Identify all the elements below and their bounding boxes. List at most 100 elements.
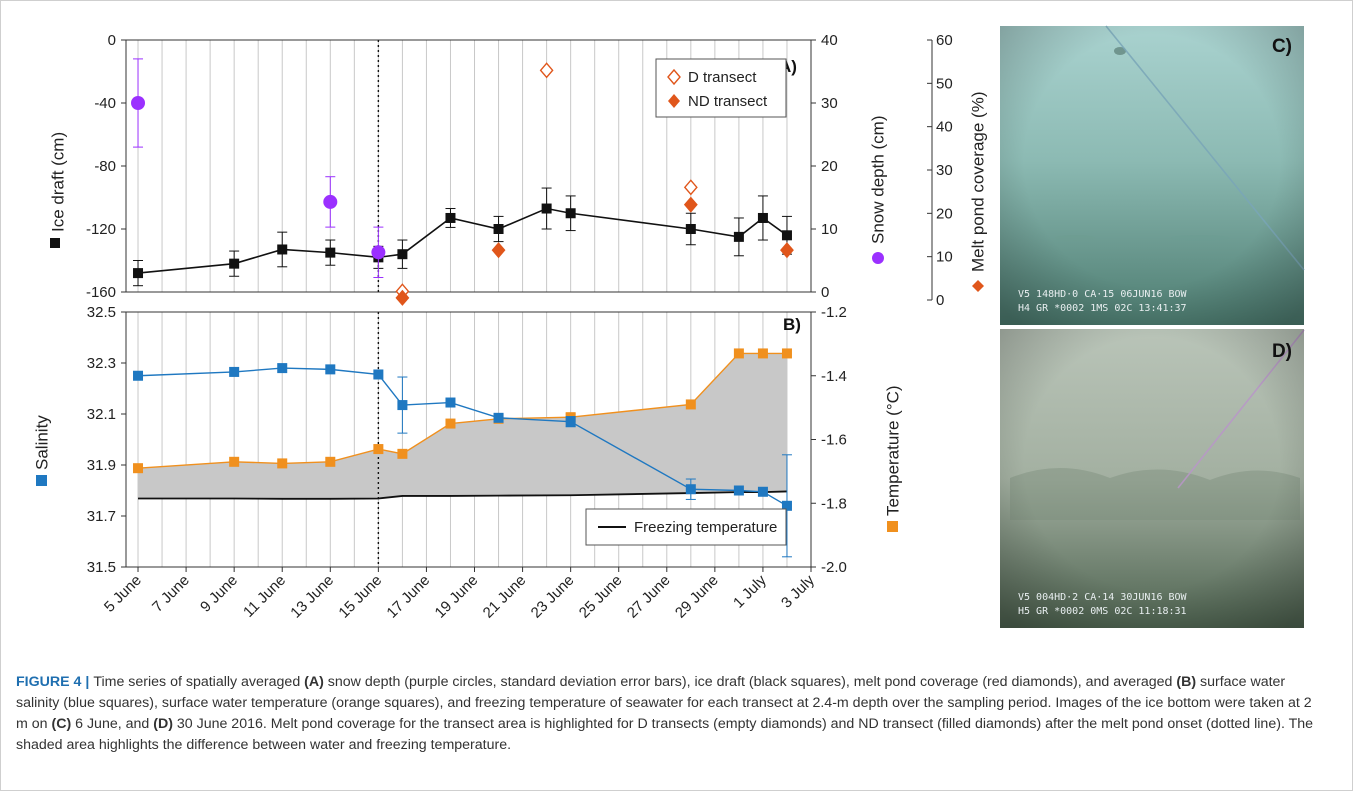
date-tick-label: 9 June [197,572,241,616]
ice-draft-point [133,268,144,279]
date-tick-label: 25 June [576,572,626,622]
salinity-tick-label: 32.5 [87,304,116,321]
salinity-point [445,397,456,408]
black-square-marker-icon [50,238,60,248]
panel-a-series [131,58,794,306]
caption-panel-ref: (A) [304,674,324,690]
caption-text: snow depth (purple circles, standard dev… [323,674,1177,690]
d-transect-point [683,179,698,196]
caption-panel-ref: (D) [153,716,173,732]
temperature-tick-label: -1.8 [821,495,847,512]
date-tick-label: 5 June [101,572,145,616]
salinity-tick-label: 31.7 [87,508,116,525]
salinity-point [685,484,696,495]
snow-depth-tick-label: 20 [821,158,838,175]
salinity-point [565,416,576,427]
snow-depth-axis-ticks: 0 10 20 30 40 [811,32,838,301]
panel-a-legend: D transect ND transect [655,58,787,118]
legend-d-transect: D transect [688,69,757,86]
snow-depth-tick-label: 10 [821,221,838,238]
snow-depth-point [371,245,386,260]
date-tick-label: 27 June [624,572,674,622]
caption-text: Time series of spatially averaged [93,674,305,690]
ice-draft-axis-ticks: 0 -40 -80 -120 -160 [86,32,126,301]
blue-square-marker-icon [36,475,47,486]
nd-transect-point [395,289,410,306]
snow-depth-tick-label: 40 [821,32,838,49]
ice-draft-point [565,208,576,219]
ice-draft-point [397,249,408,260]
ice-draft-tick-label: -120 [86,221,116,238]
water-temperature-point [133,463,144,474]
ice-draft-axis-title: Ice draft (cm) [48,132,67,248]
photo-d: D) V5 004HD·2 CA·14 30JUN16 BOW H5 GR *0… [1000,329,1305,628]
salinity-axis-title: Salinity [32,415,51,486]
snow-depth-axis-label: Snow depth (cm) [868,116,887,245]
melt-pond-axis-title: Melt pond coverage (%) [968,92,987,292]
photo-d-osd-line1: V5 004HD·2 CA·14 30JUN16 BOW [1018,592,1188,603]
date-tick-label: 17 June [383,572,433,622]
legend-freezing-temperature: Freezing temperature [634,519,777,536]
melt-pond-tick-label: 60 [936,32,953,49]
photo-c-label: C) [1272,36,1292,57]
date-tick-label: 15 June [335,572,385,622]
date-tick-label: 23 June [528,572,578,622]
water-temperature-point [445,418,456,429]
salinity-point [373,369,384,380]
salinity-tick-label: 31.9 [87,457,116,474]
salinity-point [781,500,792,511]
water-temperature-point [685,399,696,410]
caption-text: 30 June 2016. Melt pond coverage for the… [16,716,1314,753]
salinity-point [133,370,144,381]
ice-draft-point [445,212,456,223]
date-tick-label: 7 June [149,572,193,616]
date-tick-label: 19 June [432,572,482,622]
open-diamond-icon [667,68,681,86]
photo-c: C) V5 148HD·0 CA·15 06JUN16 BOW H4 GR *0… [1000,25,1305,325]
temperature-tick-label: -1.6 [821,432,847,449]
salinity-point [397,400,408,411]
water-temperature-point [373,444,384,455]
ice-draft-point [493,224,504,234]
ice-draft-tick-label: 0 [108,32,116,49]
ice-draft-line [137,207,788,274]
ice-draft-point [733,231,744,242]
temperature-axis-label: Temperature (°C) [883,385,902,516]
melt-pond-tick-label: 50 [936,75,953,92]
photo-c-osd-line2: H4 GR *0002 1MS 02C 13:41:37 [1018,303,1187,314]
caption-text: surface water salinity (blue squares), s… [16,674,1312,732]
ice-draft-point [757,212,768,223]
temperature-tick-label: -2.0 [821,559,847,576]
orange-square-marker-icon [887,521,898,532]
melt-pond-axis: 0 10 20 30 40 50 60 [927,32,953,309]
date-tick-label: 21 June [480,572,530,622]
legend-nd-transect: ND transect [688,93,768,110]
salinity-tick-label: 32.1 [87,406,116,423]
salinity-point [733,485,744,496]
water-temperature-point [757,348,768,359]
melt-pond-tick-label: 10 [936,249,953,266]
salinity-tick-label: 31.5 [87,559,116,576]
caption-panel-ref: (B) [1176,674,1197,690]
salinity-point [325,364,336,375]
temperature-tick-label: -1.4 [821,368,847,385]
salinity-point [493,412,504,423]
melt-pond-tick-label: 40 [936,119,953,136]
nd-transect-point [780,242,794,259]
temperature-difference-area [138,353,787,499]
panel-b-series [133,348,792,558]
salinity-axis-ticks: 32.5 32.3 32.1 31.9 31.7 31.5 [87,304,126,576]
caption-panel-ref: (C) [51,716,72,732]
snow-depth-point [323,194,338,209]
nd-transect-point [683,196,698,213]
legend-box [655,58,787,118]
photo-d-osd-line2: H5 GR *0002 0MS 02C 11:18:31 [1018,606,1187,617]
panel-b-label: B) [783,315,801,334]
salinity-point [229,366,240,377]
melt-pond-axis-label: Melt pond coverage (%) [968,92,987,272]
temperature-axis-title: Temperature (°C) [883,385,902,532]
salinity-tick-label: 32.3 [87,355,116,372]
ice-draft-point [325,247,336,258]
date-tick-label: 1 July [730,571,770,611]
